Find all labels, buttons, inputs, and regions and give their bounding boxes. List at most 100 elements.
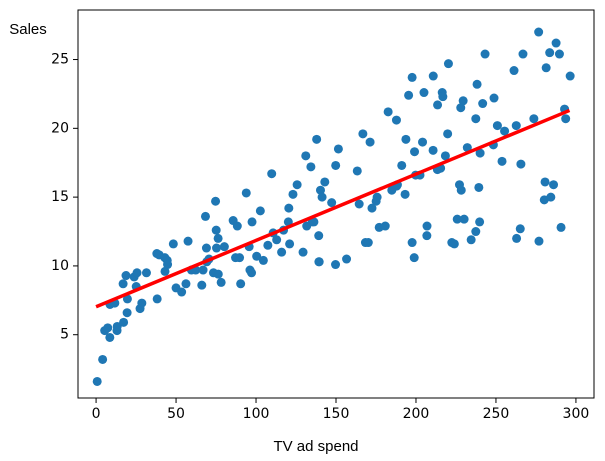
point xyxy=(277,247,287,257)
point xyxy=(198,265,208,275)
point xyxy=(312,134,322,144)
point xyxy=(456,185,466,195)
point xyxy=(400,189,410,199)
point xyxy=(285,239,295,249)
point xyxy=(419,88,429,98)
point xyxy=(331,260,341,270)
point xyxy=(500,126,510,136)
regression-line xyxy=(95,108,571,309)
point xyxy=(121,271,131,281)
point xyxy=(471,114,481,124)
point xyxy=(452,214,462,224)
point xyxy=(200,211,210,221)
point xyxy=(183,236,193,246)
point xyxy=(137,298,147,308)
point xyxy=(213,233,223,243)
point xyxy=(288,189,298,199)
point xyxy=(551,38,561,48)
point xyxy=(428,145,438,155)
point xyxy=(315,185,325,195)
point xyxy=(152,294,162,304)
point xyxy=(480,49,490,59)
point xyxy=(554,49,564,59)
point xyxy=(284,203,294,213)
point xyxy=(98,354,108,364)
point xyxy=(367,203,377,213)
point xyxy=(216,277,226,287)
x-tick-label: 200 xyxy=(403,406,430,422)
point xyxy=(512,233,522,243)
x-tick-label: 0 xyxy=(92,406,101,422)
point xyxy=(247,217,257,227)
y-tick-label: 20 xyxy=(51,120,69,136)
point xyxy=(258,255,268,265)
point xyxy=(160,266,170,276)
point xyxy=(534,27,544,37)
point xyxy=(422,221,432,231)
point xyxy=(309,217,319,227)
point xyxy=(212,243,222,253)
point xyxy=(267,169,277,179)
point xyxy=(407,72,417,82)
point xyxy=(301,151,311,161)
point xyxy=(466,235,476,245)
point xyxy=(247,268,257,278)
point xyxy=(443,129,453,139)
point xyxy=(471,227,481,237)
point xyxy=(232,221,242,231)
point xyxy=(497,156,507,166)
point xyxy=(404,90,414,100)
point xyxy=(252,251,262,261)
point xyxy=(92,376,102,386)
point xyxy=(407,238,417,248)
point xyxy=(122,308,132,318)
y-axis-label: Sales xyxy=(9,21,47,38)
y-tick-label: 10 xyxy=(51,258,69,274)
point xyxy=(119,317,129,327)
point xyxy=(292,180,302,190)
point xyxy=(112,321,122,331)
point xyxy=(515,224,525,234)
x-axis-label: TV ad spend xyxy=(273,438,358,455)
point xyxy=(181,279,191,289)
point xyxy=(449,239,459,249)
point xyxy=(472,79,482,89)
point xyxy=(440,151,450,161)
point xyxy=(509,66,519,76)
point xyxy=(219,242,229,252)
point xyxy=(283,217,293,227)
point xyxy=(556,222,566,232)
point xyxy=(320,177,330,187)
point xyxy=(132,268,142,278)
point xyxy=(511,121,521,131)
y-tick-label: 25 xyxy=(51,52,69,68)
point xyxy=(549,180,559,190)
x-tick-label: 150 xyxy=(323,406,350,422)
point xyxy=(235,253,245,263)
point xyxy=(236,279,246,289)
point xyxy=(428,71,438,81)
point xyxy=(372,192,382,202)
point xyxy=(263,240,273,250)
point xyxy=(314,257,324,267)
y-tick-label: 5 xyxy=(60,327,69,343)
point xyxy=(565,71,575,81)
x-tick-label: 250 xyxy=(483,406,510,422)
point xyxy=(211,225,221,235)
x-tick-label: 100 xyxy=(243,406,270,422)
x-tick-label: 50 xyxy=(167,406,185,422)
point xyxy=(391,115,401,125)
point xyxy=(306,162,316,172)
point xyxy=(492,121,502,131)
y-tick-label: 15 xyxy=(51,189,69,205)
point xyxy=(397,160,407,170)
point xyxy=(540,177,550,187)
point xyxy=(546,192,556,202)
x-tick-label: 300 xyxy=(563,406,590,422)
point xyxy=(478,99,488,109)
point xyxy=(314,231,324,241)
point xyxy=(327,198,337,208)
point xyxy=(433,100,443,110)
point xyxy=(197,280,207,290)
